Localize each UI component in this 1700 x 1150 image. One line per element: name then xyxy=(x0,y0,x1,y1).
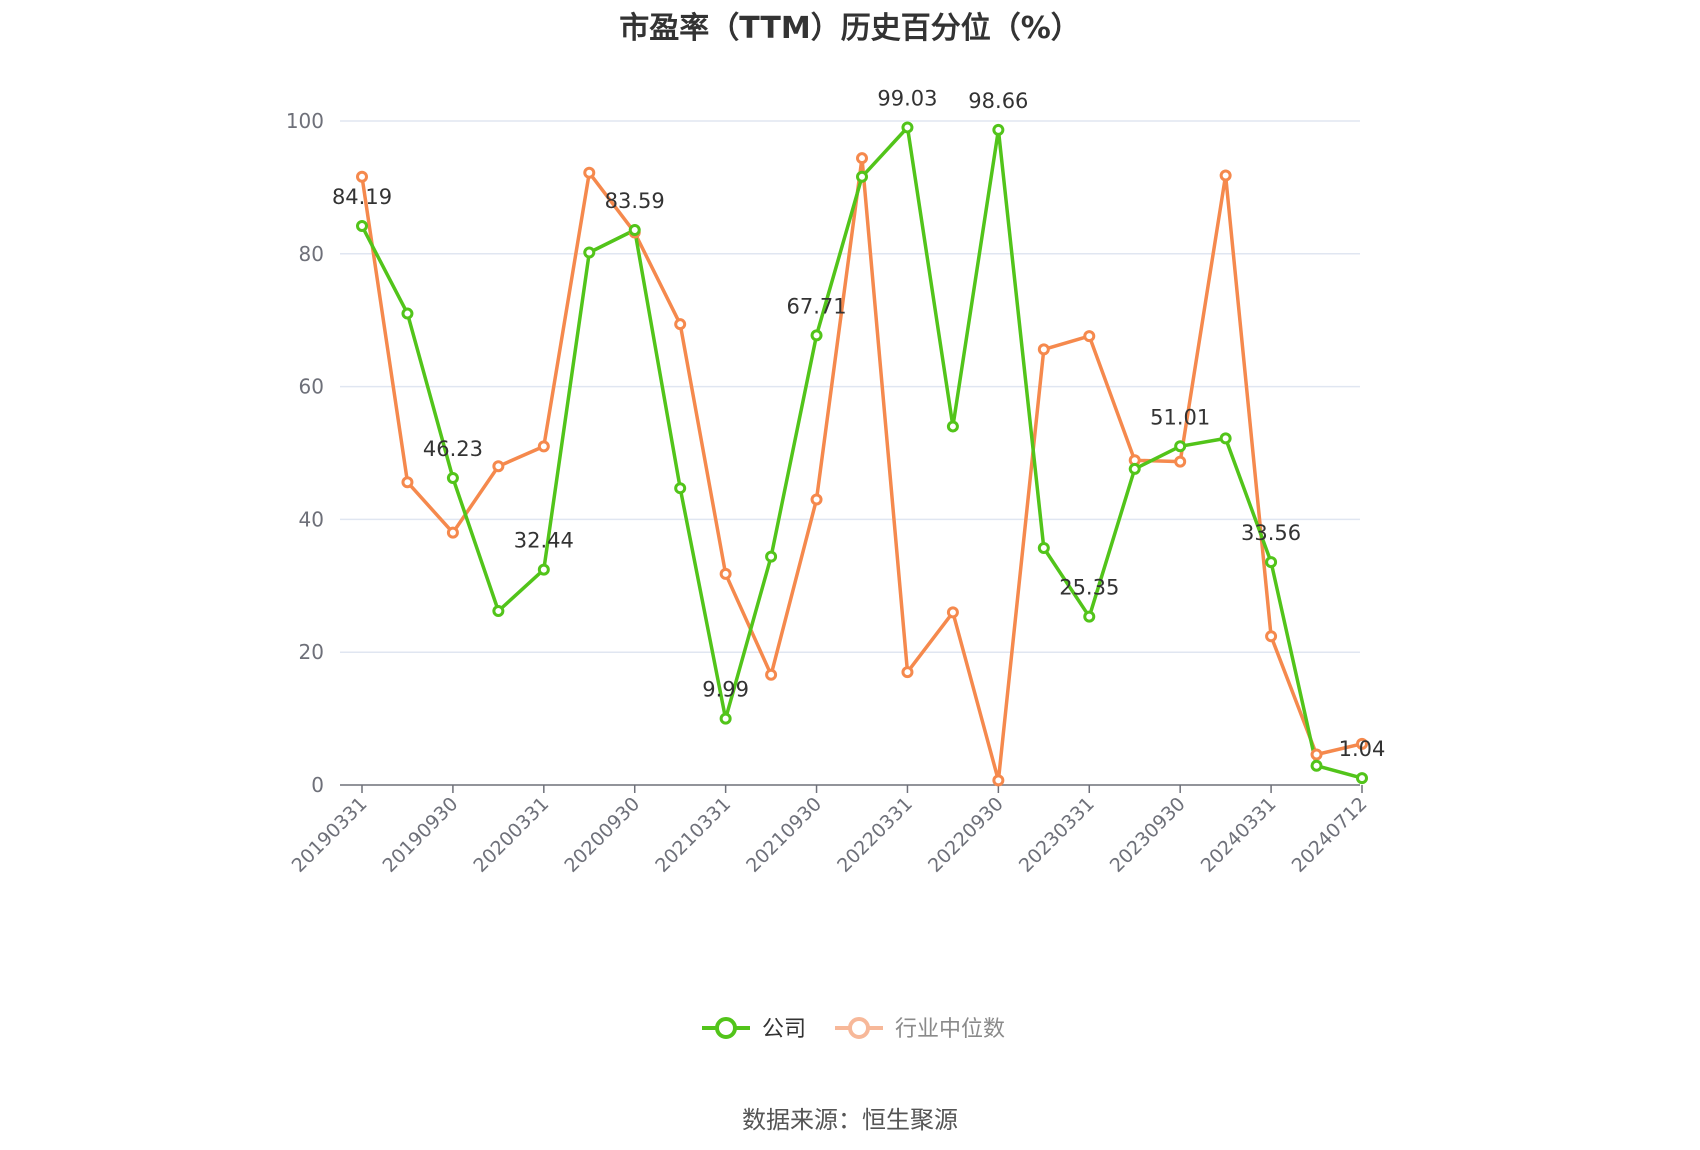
data-point-0[interactable] xyxy=(1174,440,1187,453)
data-point-0[interactable] xyxy=(537,563,550,576)
data-point-1[interactable] xyxy=(856,152,868,165)
x-tick-label: 20240712 xyxy=(1288,793,1372,877)
x-tick-label: 20190930 xyxy=(378,793,462,877)
data-label: 99.03 xyxy=(877,86,937,110)
data-point-0[interactable] xyxy=(1310,759,1323,772)
data-point-0[interactable] xyxy=(356,219,368,232)
data-label: 98.66 xyxy=(968,89,1028,113)
data-point-1[interactable] xyxy=(1037,343,1050,356)
data-point-0[interactable] xyxy=(1356,772,1368,785)
series-lines xyxy=(360,125,1363,783)
series-line-1 xyxy=(360,156,1363,783)
data-labels: 84.19 46.23 32.44 83.59 9.99 67.71 99.03 98.66 2… xyxy=(332,86,1385,761)
data-point-1[interactable] xyxy=(992,774,1005,787)
data-point-0[interactable] xyxy=(583,246,596,259)
data-point-0[interactable] xyxy=(1083,610,1096,623)
y-tick-label: 40 xyxy=(299,507,324,531)
data-point-0[interactable] xyxy=(492,605,505,618)
data-point-1[interactable] xyxy=(356,170,368,183)
data-point-0[interactable] xyxy=(1265,556,1278,569)
data-point-0[interactable] xyxy=(901,121,914,134)
data-point-1[interactable] xyxy=(583,166,596,179)
legend-label-company: 公司 xyxy=(762,1017,806,1042)
data-label: 9.99 xyxy=(702,678,749,702)
data-label: 67.71 xyxy=(786,294,846,318)
x-tick-label: 20220930 xyxy=(924,793,1008,877)
legend[interactable]: 公司 行业中位数 xyxy=(702,1017,1005,1042)
data-point-0[interactable] xyxy=(674,482,687,495)
grid-lines xyxy=(340,120,1360,653)
data-point-0[interactable] xyxy=(1128,462,1141,475)
data-point-1[interactable] xyxy=(1356,737,1368,750)
data-point-1[interactable] xyxy=(1083,330,1096,343)
x-tick-label: 20200930 xyxy=(560,793,644,877)
data-point-0[interactable] xyxy=(856,170,868,183)
legend-item-company[interactable]: 公司 xyxy=(702,1017,806,1042)
data-label: 1.04 xyxy=(1339,737,1386,761)
y-tick-label: 0 xyxy=(311,773,324,797)
y-tick-label: 20 xyxy=(299,640,324,664)
data-label: 46.23 xyxy=(423,437,483,461)
data-point-1[interactable] xyxy=(810,493,823,506)
data-point-0[interactable] xyxy=(1219,432,1232,445)
data-point-1[interactable] xyxy=(1265,630,1278,643)
legend-marker-company xyxy=(715,1017,737,1039)
data-point-0[interactable] xyxy=(765,550,778,563)
x-tick-label: 20190331 xyxy=(288,793,372,877)
data-point-1[interactable] xyxy=(1310,748,1323,761)
data-label: 25.35 xyxy=(1059,576,1119,600)
data-label: 32.44 xyxy=(514,529,574,553)
data-point-1[interactable] xyxy=(1174,455,1187,468)
chart-title: 市盈率（TTM）历史百分位（%） xyxy=(619,11,1081,46)
series-points xyxy=(356,121,1368,787)
data-label: 84.19 xyxy=(332,185,392,209)
data-point-0[interactable] xyxy=(446,472,459,485)
x-tick-label: 20210930 xyxy=(742,793,826,877)
data-point-1[interactable] xyxy=(401,476,414,489)
y-tick-label: 100 xyxy=(286,109,324,133)
data-label: 51.01 xyxy=(1150,405,1210,429)
y-tick-label: 60 xyxy=(299,375,324,399)
data-point-1[interactable] xyxy=(946,606,959,619)
data-point-1[interactable] xyxy=(719,567,732,580)
x-tick-label: 20230930 xyxy=(1106,793,1190,877)
data-point-1[interactable] xyxy=(1219,169,1232,182)
x-axis: 20190331 20190930 20200331 20200930 20210331… xyxy=(288,784,1372,877)
data-point-0[interactable] xyxy=(1037,541,1050,554)
data-point-1[interactable] xyxy=(492,460,505,473)
data-point-1[interactable] xyxy=(765,668,778,681)
series-line-0 xyxy=(360,125,1363,780)
data-point-0[interactable] xyxy=(628,223,641,236)
x-tick-label: 20210331 xyxy=(651,793,735,877)
legend-marker-industry xyxy=(848,1017,870,1039)
data-source: 数据来源：恒生聚源 xyxy=(742,1106,958,1134)
data-point-1[interactable] xyxy=(674,318,687,331)
legend-label-industry: 行业中位数 xyxy=(895,1017,1005,1042)
x-tick-label: 20220331 xyxy=(833,793,917,877)
data-point-0[interactable] xyxy=(401,307,414,320)
data-point-0[interactable] xyxy=(719,712,732,725)
y-axis: 0 20 40 60 80 100 xyxy=(286,109,324,797)
legend-item-industry[interactable]: 行业中位数 xyxy=(835,1017,1005,1042)
data-point-0[interactable] xyxy=(946,420,959,433)
data-point-1[interactable] xyxy=(537,440,550,453)
data-point-0[interactable] xyxy=(992,123,1005,136)
y-tick-label: 80 xyxy=(299,242,324,266)
x-tick-label: 20230331 xyxy=(1015,793,1099,877)
data-point-0[interactable] xyxy=(810,329,823,342)
data-point-1[interactable] xyxy=(446,526,459,539)
data-label: 83.59 xyxy=(605,189,665,213)
x-tick-label: 20240331 xyxy=(1197,793,1281,877)
x-tick-label: 20200331 xyxy=(469,793,553,877)
data-point-1[interactable] xyxy=(901,666,914,679)
data-label: 33.56 xyxy=(1241,521,1301,545)
